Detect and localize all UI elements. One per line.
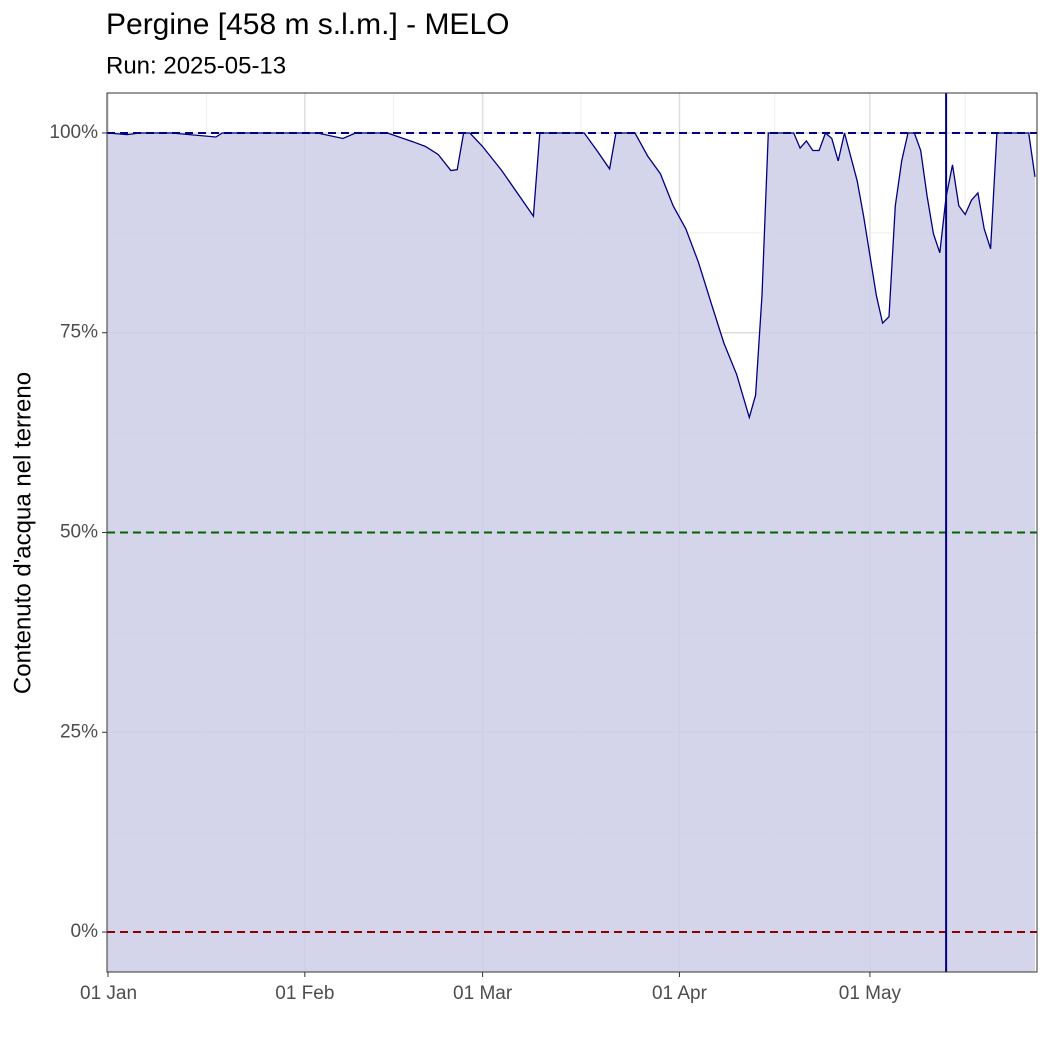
x-tick-label: 01 Jan [80,983,137,1004]
area [108,133,1035,972]
y-axis-label: Contenuto d'acqua nel terreno [9,372,36,694]
x-tick-label: 01 Feb [275,983,334,1004]
y-tick-label: 100% [49,122,98,143]
y-tick-label: 75% [60,322,98,343]
x-tick-label: 01 Mar [453,983,513,1004]
y-tick-label: 25% [60,721,98,742]
chart-subtitle: Run: 2025-05-13 [106,52,286,79]
x-tick-label: 01 Apr [652,983,708,1004]
chart-title: Pergine [458 m s.l.m.] - MELO [106,8,509,41]
y-tick-label: 50% [60,522,98,543]
y-tick-label: 0% [71,921,99,942]
panel-border [106,92,1038,973]
x-tick-label: 01 May [839,983,902,1004]
line [107,131,1036,420]
